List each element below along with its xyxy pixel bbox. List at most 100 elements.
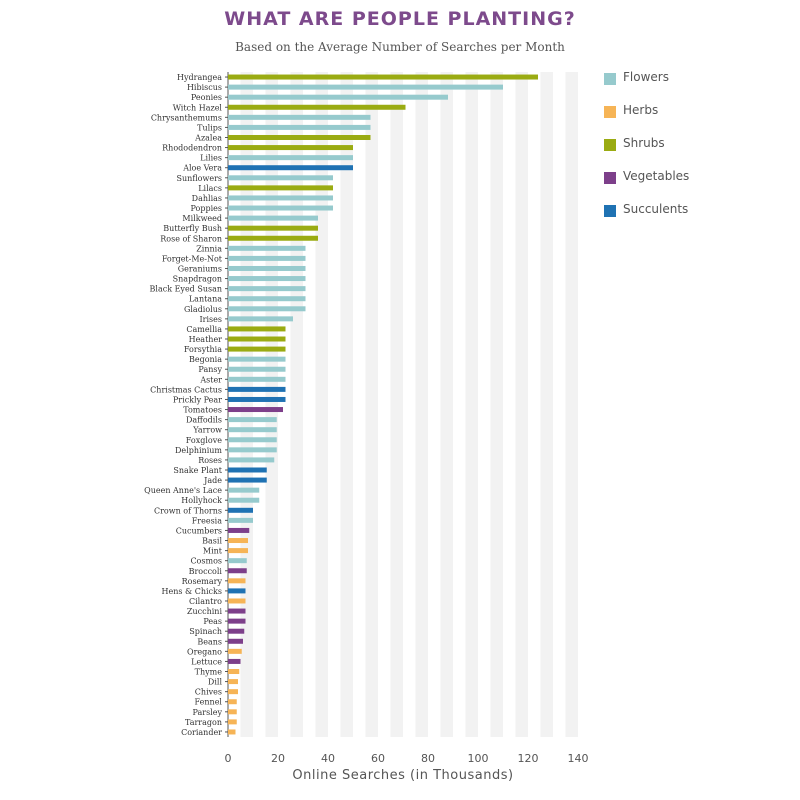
category-label: Aster <box>199 375 222 384</box>
category-label: Lilacs <box>198 184 222 193</box>
category-label: Hydrangea <box>177 73 222 82</box>
bar <box>228 386 286 392</box>
bar <box>228 628 245 634</box>
bar <box>228 296 306 302</box>
x-tick-label: 0 <box>225 752 232 765</box>
bar <box>228 719 237 725</box>
legend-label-succulents: Succulents <box>623 202 689 216</box>
legend-item-succulents: Succulents <box>604 202 689 235</box>
grid-band <box>515 72 528 737</box>
grid-band <box>390 72 403 737</box>
bar <box>228 235 318 241</box>
grid-band <box>415 72 428 737</box>
x-tick-label: 60 <box>371 752 385 765</box>
bar <box>228 699 237 705</box>
grid-band <box>265 72 278 737</box>
category-label: Christmas Cactus <box>150 385 222 394</box>
bar <box>228 145 353 151</box>
category-label: Spinach <box>189 627 222 636</box>
category-label: Chives <box>195 688 222 697</box>
x-tick-label: 120 <box>518 752 539 765</box>
category-label: Mint <box>203 547 223 556</box>
bar <box>228 396 286 402</box>
x-axis-label: Online Searches (in Thousands) <box>292 768 514 783</box>
bar <box>228 245 306 251</box>
bar <box>228 195 333 201</box>
x-tick-label: 20 <box>271 752 285 765</box>
bar <box>228 548 248 554</box>
bar <box>228 487 260 493</box>
bar <box>228 457 275 463</box>
legend-swatch-flowers <box>604 73 616 85</box>
bar <box>228 497 260 503</box>
category-label: Foxglove <box>186 436 222 445</box>
bar <box>228 306 306 312</box>
category-label: Lettuce <box>191 657 222 666</box>
bar <box>228 205 333 211</box>
legend: Flowers Herbs Shrubs Vegetables Succulen… <box>604 70 689 235</box>
bar <box>228 588 246 594</box>
category-label: Peas <box>203 617 222 626</box>
category-label: Forget-Me-Not <box>162 254 223 263</box>
category-label: Dahlias <box>192 194 222 203</box>
category-label: Witch Hazel <box>173 103 223 112</box>
category-label: Chrysanthemums <box>151 113 222 122</box>
legend-label-vegetables: Vegetables <box>623 169 690 183</box>
x-tick-label: 100 <box>468 752 489 765</box>
category-label: Irises <box>200 315 223 324</box>
category-label: Butterfly Bush <box>163 224 222 233</box>
bar <box>228 286 306 292</box>
bar <box>228 175 333 181</box>
bar <box>228 578 246 584</box>
category-label: Lilies <box>200 154 222 163</box>
bar <box>228 648 242 654</box>
category-label: Zucchini <box>187 607 223 616</box>
category-label: Coriander <box>181 728 222 737</box>
bar <box>228 265 306 271</box>
bar <box>228 447 277 453</box>
legend-swatch-vegetables <box>604 172 616 184</box>
bar <box>228 215 318 221</box>
legend-item-shrubs: Shrubs <box>604 136 689 169</box>
category-label: Cilantro <box>189 597 222 606</box>
legend-label-herbs: Herbs <box>623 103 659 117</box>
bar <box>228 568 247 574</box>
bar <box>228 427 277 433</box>
grid-band <box>240 72 253 737</box>
legend-label-shrubs: Shrubs <box>623 136 665 150</box>
bar <box>228 316 293 322</box>
bar <box>228 84 503 90</box>
category-label: Jade <box>203 476 222 485</box>
bar <box>228 467 267 473</box>
category-label: Broccoli <box>189 567 223 576</box>
chart-title: WHAT ARE PEOPLE PLANTING? <box>224 8 576 30</box>
category-label: Fennel <box>195 698 223 707</box>
bar <box>228 165 353 171</box>
category-label: Yarrow <box>192 426 222 435</box>
category-label: Basil <box>202 537 222 546</box>
grid-band <box>565 72 578 737</box>
grid-band <box>315 72 328 737</box>
legend-item-flowers: Flowers <box>604 70 689 103</box>
category-label: Poppies <box>190 204 222 213</box>
bar <box>228 527 250 533</box>
category-label: Azalea <box>194 133 222 142</box>
category-label: Delphinium <box>175 446 222 455</box>
category-label: Rosemary <box>182 577 223 586</box>
bar <box>228 417 277 423</box>
bar <box>228 356 286 362</box>
grid-band <box>540 72 553 737</box>
bar <box>228 366 286 372</box>
chart-subtitle: Based on the Average Number of Searches … <box>235 40 565 54</box>
category-label: Hollyhock <box>181 496 222 505</box>
bar <box>228 124 371 130</box>
bar <box>228 225 318 231</box>
bar <box>228 74 538 80</box>
category-label: Cucumbers <box>176 526 222 535</box>
category-label: Camellia <box>186 325 222 334</box>
bar <box>228 94 448 100</box>
category-label: Sunflowers <box>177 174 222 183</box>
bar <box>228 669 240 675</box>
category-label: Beans <box>197 637 222 646</box>
category-label: Freesia <box>192 516 223 525</box>
